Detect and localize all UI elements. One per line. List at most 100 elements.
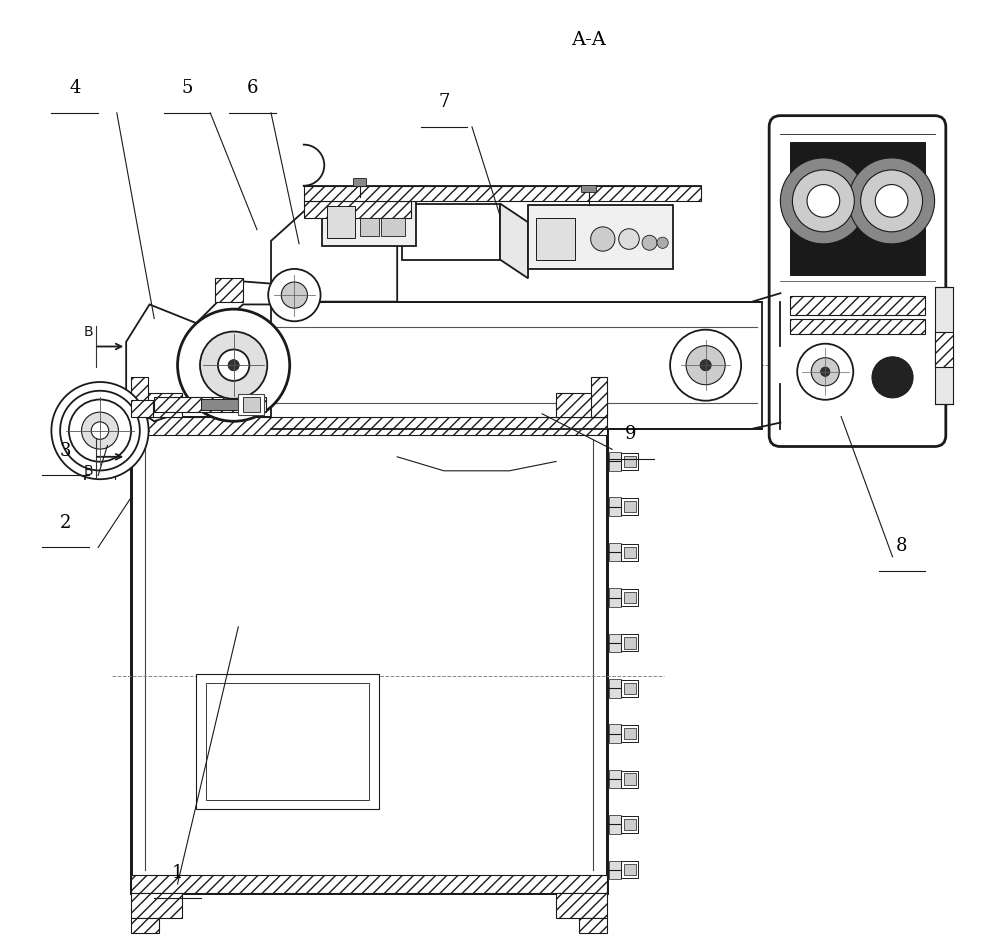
Bar (621, 770, 638, 787)
Circle shape (69, 400, 131, 461)
Bar (935, 332, 953, 368)
Circle shape (218, 349, 249, 381)
Text: 6: 6 (247, 79, 258, 97)
Bar (621, 544, 638, 561)
Bar (381, 217, 405, 236)
Circle shape (51, 382, 149, 479)
Text: 9: 9 (625, 425, 637, 443)
Bar (624, 773, 636, 784)
Circle shape (686, 345, 725, 385)
Bar (206, 683, 369, 799)
Circle shape (268, 269, 321, 321)
Text: B: B (84, 325, 94, 339)
Bar (591, 377, 607, 417)
Bar (624, 682, 636, 694)
Bar (609, 815, 621, 834)
Text: 5: 5 (181, 79, 193, 97)
Bar (304, 185, 701, 200)
Bar (271, 301, 762, 429)
Bar (609, 679, 621, 697)
Circle shape (797, 344, 853, 400)
Bar (131, 377, 148, 417)
Circle shape (780, 158, 866, 244)
Bar (215, 278, 243, 301)
Text: B: B (84, 464, 94, 478)
Circle shape (60, 390, 140, 471)
Circle shape (875, 184, 908, 217)
Circle shape (281, 282, 307, 308)
Bar (579, 918, 607, 932)
Bar (609, 724, 621, 743)
Circle shape (91, 422, 109, 439)
Circle shape (178, 309, 290, 421)
Circle shape (872, 357, 913, 398)
Bar (624, 819, 636, 830)
Bar (621, 453, 638, 470)
Text: 1: 1 (172, 864, 183, 882)
Bar (131, 417, 607, 893)
Circle shape (82, 412, 118, 449)
Bar (528, 205, 673, 269)
Bar (243, 397, 260, 412)
FancyBboxPatch shape (769, 116, 946, 446)
Bar (154, 397, 266, 412)
Polygon shape (500, 203, 528, 278)
Bar (131, 393, 182, 417)
Circle shape (200, 331, 267, 399)
Bar (621, 680, 638, 696)
Bar (935, 287, 953, 404)
Bar (131, 874, 607, 893)
Circle shape (670, 329, 741, 401)
Bar (609, 860, 621, 879)
Bar (624, 501, 636, 512)
Bar (360, 217, 379, 236)
Bar (556, 393, 607, 417)
Polygon shape (126, 304, 196, 421)
Bar (624, 637, 636, 649)
Bar (131, 918, 159, 932)
Bar (581, 184, 596, 192)
Bar (196, 674, 379, 809)
Bar (131, 893, 182, 918)
Bar (536, 217, 575, 259)
Circle shape (807, 184, 840, 217)
Bar (131, 400, 153, 417)
Bar (327, 206, 355, 238)
Text: 4: 4 (69, 79, 80, 97)
Bar (621, 861, 638, 878)
Circle shape (700, 359, 711, 371)
Circle shape (657, 237, 668, 248)
Circle shape (849, 158, 935, 244)
Bar (402, 203, 500, 259)
Bar (624, 592, 636, 603)
Circle shape (792, 170, 854, 232)
Circle shape (861, 170, 923, 232)
Bar (621, 816, 638, 833)
Bar (609, 497, 621, 516)
Circle shape (821, 367, 830, 376)
Bar (621, 635, 638, 651)
Bar (621, 498, 638, 515)
Bar (624, 456, 636, 467)
Text: 8: 8 (896, 537, 908, 555)
Bar (624, 864, 636, 875)
Circle shape (228, 359, 239, 371)
Bar (621, 589, 638, 606)
Bar (609, 634, 621, 652)
Bar (238, 394, 264, 415)
Bar (609, 588, 621, 607)
Circle shape (811, 358, 839, 386)
Polygon shape (196, 281, 299, 342)
Bar (790, 318, 925, 333)
Circle shape (591, 227, 615, 251)
Bar (609, 769, 621, 788)
Bar (624, 547, 636, 558)
Text: 2: 2 (60, 514, 71, 532)
Bar (624, 728, 636, 739)
Text: 7: 7 (438, 93, 450, 111)
Polygon shape (271, 198, 397, 301)
Bar (322, 197, 416, 245)
Circle shape (642, 235, 657, 250)
Bar (790, 297, 925, 315)
Bar (304, 200, 411, 217)
